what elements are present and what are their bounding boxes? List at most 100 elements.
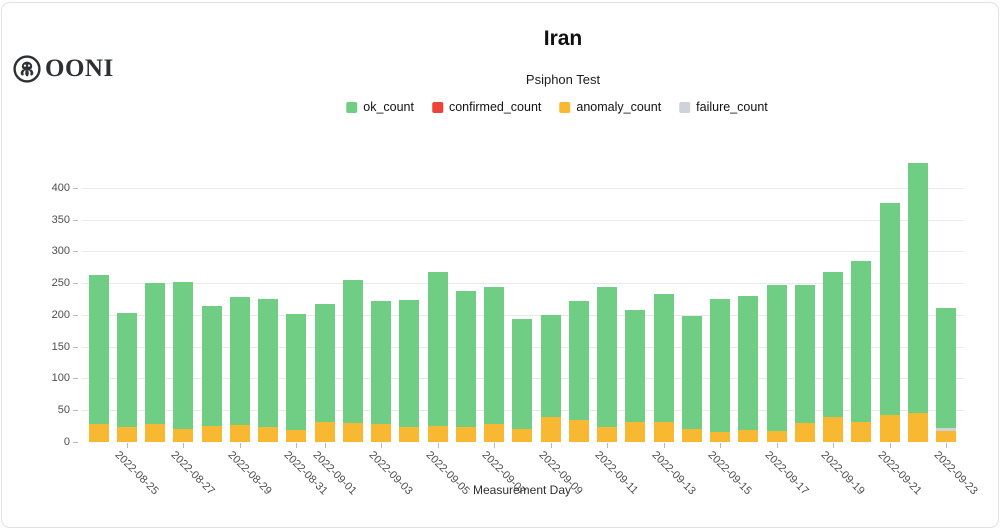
bar-segment-anomaly_count[interactable] — [145, 424, 165, 443]
bar-segment-ok_count[interactable] — [794, 284, 815, 423]
bar-2022-09-22[interactable] — [907, 163, 928, 443]
bar-segment-ok_count[interactable] — [399, 300, 420, 428]
bar-segment-ok_count[interactable] — [568, 301, 589, 421]
bar-segment-ok_count[interactable] — [710, 298, 730, 433]
bar-2022-08-24[interactable] — [88, 274, 109, 443]
bar-2022-09-23[interactable] — [936, 307, 956, 443]
bar-2022-08-30[interactable] — [258, 298, 278, 443]
bar-segment-ok_count[interactable] — [512, 318, 533, 430]
bar-segment-ok_count[interactable] — [597, 287, 617, 427]
bar-2022-09-17[interactable] — [766, 284, 787, 443]
bar-2022-08-28[interactable] — [201, 305, 222, 443]
bar-segment-ok_count[interactable] — [314, 303, 335, 422]
bar-segment-ok_count[interactable] — [738, 296, 759, 430]
bar-segment-failure_count[interactable] — [936, 427, 956, 432]
bar-segment-anomaly_count[interactable] — [907, 413, 928, 443]
bar-segment-anomaly_count[interactable] — [116, 427, 137, 443]
legend-item-confirmed_count[interactable]: confirmed_count — [431, 100, 541, 114]
bar-segment-ok_count[interactable] — [116, 313, 137, 428]
bar-2022-09-14[interactable] — [681, 316, 702, 443]
bar-segment-ok_count[interactable] — [681, 316, 702, 430]
bar-2022-09-08[interactable] — [512, 318, 533, 443]
legend-item-failure_count[interactable]: failure_count — [679, 100, 768, 114]
bar-segment-ok_count[interactable] — [851, 260, 872, 422]
bar-segment-anomaly_count[interactable] — [427, 425, 448, 443]
bar-2022-09-15[interactable] — [710, 298, 730, 443]
bar-segment-anomaly_count[interactable] — [710, 432, 730, 443]
bar-segment-ok_count[interactable] — [823, 272, 843, 418]
bar-segment-anomaly_count[interactable] — [766, 431, 787, 443]
bar-segment-ok_count[interactable] — [173, 281, 194, 429]
bar-segment-ok_count[interactable] — [766, 284, 787, 432]
bar-2022-09-10[interactable] — [568, 301, 589, 443]
bar-segment-ok_count[interactable] — [201, 305, 222, 426]
bar-segment-anomaly_count[interactable] — [540, 417, 561, 443]
bar-2022-09-19[interactable] — [823, 272, 843, 443]
bar-2022-09-16[interactable] — [738, 296, 759, 443]
bar-2022-09-02[interactable] — [342, 280, 363, 443]
bar-segment-anomaly_count[interactable] — [625, 422, 646, 443]
bar-2022-09-21[interactable] — [879, 203, 900, 443]
bar-segment-anomaly_count[interactable] — [851, 421, 872, 443]
bar-2022-09-03[interactable] — [371, 301, 391, 443]
bar-2022-08-31[interactable] — [286, 314, 307, 443]
bar-2022-09-12[interactable] — [625, 310, 646, 443]
legend-item-anomaly_count[interactable]: anomaly_count — [559, 100, 661, 114]
bar-segment-ok_count[interactable] — [653, 293, 674, 422]
bar-2022-09-18[interactable] — [794, 284, 815, 443]
bar-segment-anomaly_count[interactable] — [738, 429, 759, 443]
x-axis-label-2022-09-21: 2022-09-21 — [875, 448, 924, 497]
bar-segment-anomaly_count[interactable] — [681, 429, 702, 443]
bar-segment-anomaly_count[interactable] — [342, 423, 363, 443]
bar-2022-09-11[interactable] — [597, 287, 617, 443]
bar-segment-anomaly_count[interactable] — [173, 428, 194, 443]
bar-segment-anomaly_count[interactable] — [314, 421, 335, 443]
bar-segment-anomaly_count[interactable] — [568, 420, 589, 443]
bar-segment-ok_count[interactable] — [936, 307, 956, 428]
bar-segment-anomaly_count[interactable] — [399, 427, 420, 443]
bar-2022-08-26[interactable] — [145, 282, 165, 443]
bar-segment-anomaly_count[interactable] — [484, 424, 504, 443]
legend-item-ok_count[interactable]: ok_count — [346, 100, 414, 114]
bar-segment-ok_count[interactable] — [540, 314, 561, 418]
x-axis-label-2022-09-15: 2022-09-15 — [705, 448, 754, 497]
bar-segment-anomaly_count[interactable] — [597, 426, 617, 443]
bar-segment-ok_count[interactable] — [258, 298, 278, 428]
bar-segment-ok_count[interactable] — [484, 287, 504, 425]
bar-segment-anomaly_count[interactable] — [512, 429, 533, 443]
bar-segment-ok_count[interactable] — [907, 163, 928, 414]
bar-2022-08-27[interactable] — [173, 281, 194, 443]
bar-segment-anomaly_count[interactable] — [653, 421, 674, 443]
bar-segment-anomaly_count[interactable] — [371, 424, 391, 443]
bar-segment-anomaly_count[interactable] — [823, 417, 843, 443]
bar-2022-09-20[interactable] — [851, 260, 872, 443]
bar-2022-09-06[interactable] — [455, 290, 476, 443]
bar-segment-anomaly_count[interactable] — [201, 425, 222, 443]
bar-segment-ok_count[interactable] — [427, 272, 448, 426]
bar-2022-09-13[interactable] — [653, 293, 674, 443]
bar-2022-09-07[interactable] — [484, 287, 504, 443]
bar-segment-ok_count[interactable] — [342, 280, 363, 424]
bar-2022-09-04[interactable] — [399, 300, 420, 443]
bar-segment-ok_count[interactable] — [625, 310, 646, 423]
bar-segment-ok_count[interactable] — [371, 301, 391, 425]
bar-segment-anomaly_count[interactable] — [88, 424, 109, 443]
bar-2022-09-05[interactable] — [427, 272, 448, 443]
bar-segment-ok_count[interactable] — [879, 203, 900, 416]
bar-segment-anomaly_count[interactable] — [455, 427, 476, 443]
bar-2022-08-29[interactable] — [229, 296, 250, 443]
bar-segment-anomaly_count[interactable] — [286, 430, 307, 443]
bar-segment-anomaly_count[interactable] — [879, 415, 900, 443]
bar-segment-ok_count[interactable] — [145, 282, 165, 425]
bar-segment-anomaly_count[interactable] — [229, 424, 250, 443]
bar-segment-ok_count[interactable] — [286, 314, 307, 431]
bar-segment-ok_count[interactable] — [229, 296, 250, 425]
bar-2022-09-01[interactable] — [314, 303, 335, 443]
bar-2022-08-25[interactable] — [116, 313, 137, 443]
bar-segment-ok_count[interactable] — [455, 290, 476, 428]
bar-segment-anomaly_count[interactable] — [258, 427, 278, 443]
bar-segment-anomaly_count[interactable] — [936, 431, 956, 443]
bar-2022-09-09[interactable] — [540, 314, 561, 443]
bar-segment-ok_count[interactable] — [88, 274, 109, 425]
bar-segment-anomaly_count[interactable] — [794, 422, 815, 443]
